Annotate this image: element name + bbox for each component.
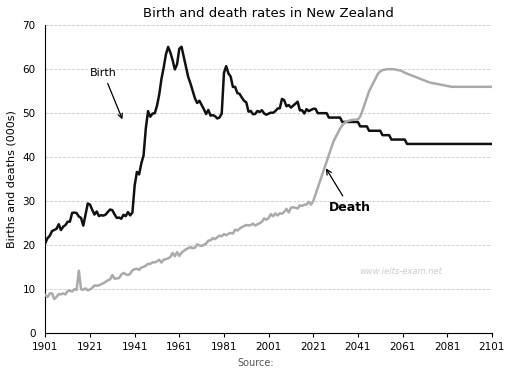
Text: Death: Death bbox=[327, 169, 371, 214]
Title: Birth and death rates in New Zealand: Birth and death rates in New Zealand bbox=[143, 7, 394, 20]
Y-axis label: Births and deaths (000s): Births and deaths (000s) bbox=[7, 110, 17, 248]
Text: Source:: Source: bbox=[238, 358, 274, 368]
Text: www.ielts-exam.net: www.ielts-exam.net bbox=[359, 267, 442, 276]
Text: Birth: Birth bbox=[90, 68, 122, 118]
